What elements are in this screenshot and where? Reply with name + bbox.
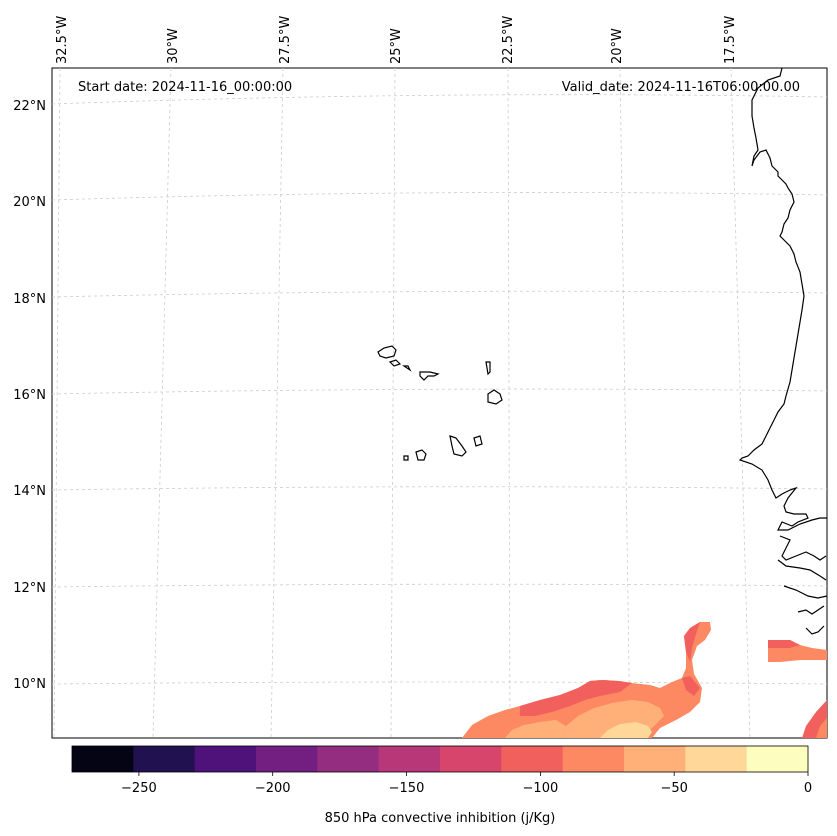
cin-fill-strong-3 <box>682 676 700 696</box>
colorbar-bin <box>746 746 809 772</box>
gridline-10n <box>51 681 828 685</box>
island-sao-nicolau <box>419 371 440 381</box>
lon-label-22-5w: 22.5°W <box>501 16 516 64</box>
map-frame <box>51 67 828 739</box>
colorbar-tick-label: −50 <box>660 781 687 796</box>
cin-fill-east-2 <box>768 640 800 648</box>
lon-label-30w: 30°W <box>166 28 181 64</box>
lat-label-16n: 16°N <box>13 388 46 403</box>
colorbar-title: 850 hPa convective inhibition (j/Kg) <box>325 811 556 826</box>
island-sao-vicente <box>388 359 402 367</box>
gridline-14n <box>51 486 828 491</box>
island-maio <box>473 435 483 447</box>
lon-label-17-5w: 17.5°W <box>723 16 738 64</box>
gridline-17-5w <box>730 67 751 739</box>
gridline-25w <box>390 67 396 739</box>
colorbar-bin <box>562 746 625 772</box>
colorbar-bin <box>440 746 502 772</box>
colorbar-bin <box>256 746 318 772</box>
guinea-coastline-2 <box>783 585 828 599</box>
gridline-18n <box>51 290 828 298</box>
start-date-annotation: Start date: 2024-11-16_00:00:00 <box>78 80 292 95</box>
cin-fill-top <box>600 722 652 738</box>
island-brava <box>403 455 409 461</box>
colorbar-bin <box>194 746 257 772</box>
colorbar-tick-label: 0 <box>804 781 812 796</box>
colorbar-bin <box>378 746 441 772</box>
lon-label-20w: 20°W <box>610 28 625 64</box>
colorbar-tick-label: −200 <box>255 781 291 796</box>
island-santiago <box>449 435 467 457</box>
island-boa-vista <box>487 389 503 405</box>
valid-date-annotation: Valid_date: 2024-11-16T06:00:00.00 <box>562 80 800 95</box>
cin-contours <box>462 622 827 738</box>
lat-label-12n: 12°N <box>13 581 46 596</box>
lon-label-25w: 25°W <box>389 28 404 64</box>
gridlines <box>51 67 828 739</box>
colorbar-tick-label: −150 <box>389 781 425 796</box>
colorbar-bin <box>72 746 134 772</box>
lat-label-10n: 10°N <box>13 677 46 692</box>
colorbar-tick-label: −100 <box>523 781 559 796</box>
cin-fill-strong-1 <box>520 680 632 716</box>
gridline-22-5w <box>507 67 511 739</box>
colorbar-bin <box>685 746 748 772</box>
cin-fill-east-4 <box>816 718 827 738</box>
cin-fill-high-2 <box>505 720 566 738</box>
colorbar-bin <box>624 746 686 772</box>
lat-label-18n: 18°N <box>13 292 46 307</box>
guinea-coastline-1 <box>777 559 827 581</box>
colorbar-outline <box>71 745 809 773</box>
gridline-27-5w <box>270 67 284 739</box>
guinea-coastline-4 <box>805 625 825 635</box>
west-africa-coastline <box>738 67 827 531</box>
coastlines <box>377 67 828 635</box>
gridline-16n <box>51 388 828 395</box>
gridline-22n <box>51 94 828 105</box>
gridline-32-5w <box>53 67 61 739</box>
island-fogo <box>415 449 427 461</box>
guinea-coastline-3 <box>797 605 825 615</box>
island-santa-luzia <box>402 365 412 372</box>
lon-label-27-5w: 27.5°W <box>278 16 293 64</box>
lon-label-32-5w: 32.5°W <box>55 16 70 64</box>
gridline-20n <box>51 192 828 201</box>
lat-label-14n: 14°N <box>13 484 46 499</box>
gridline-12n <box>51 583 828 588</box>
lat-label-22n: 22°N <box>13 99 46 114</box>
cin-fill-strong-2 <box>684 622 700 662</box>
colorbar-bin <box>317 746 380 772</box>
island-sal <box>485 361 491 376</box>
colorbar-bin <box>133 746 196 772</box>
colorbar-bins <box>72 746 809 772</box>
gridline-20w <box>619 67 631 739</box>
gridline-30w <box>152 67 172 739</box>
guinea-bissau-coastline <box>779 535 827 561</box>
colorbar-bin <box>501 746 564 772</box>
colorbar: −250 −200 −150 −100 −50 0 850 hPa convec… <box>71 745 812 826</box>
island-santo-antao <box>377 345 397 359</box>
colorbar-tick-label: −250 <box>121 781 157 796</box>
lat-label-20n: 20°N <box>13 195 46 210</box>
